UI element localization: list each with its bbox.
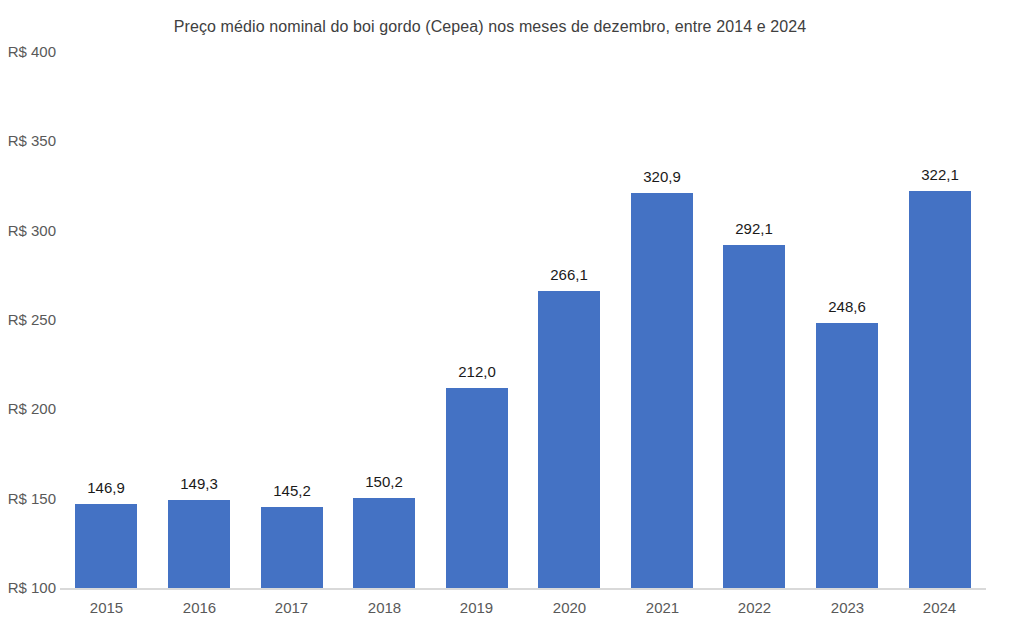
bar-2024 bbox=[909, 191, 971, 588]
y-tick-label: R$ 150 bbox=[0, 490, 56, 508]
bar-value-label: 320,9 bbox=[617, 168, 707, 186]
x-axis-line bbox=[60, 588, 986, 590]
bar-value-label: 145,2 bbox=[247, 482, 337, 500]
bar-value-label: 266,1 bbox=[524, 266, 614, 284]
bar-chart: Preço médio nominal do boi gordo (Cepea)… bbox=[0, 0, 1011, 631]
x-tick-label: 2023 bbox=[801, 599, 894, 617]
bar-value-label: 248,6 bbox=[802, 298, 892, 316]
y-tick-label: R$ 300 bbox=[0, 222, 56, 240]
bar-2017 bbox=[261, 507, 323, 588]
chart-title: Preço médio nominal do boi gordo (Cepea)… bbox=[0, 18, 980, 36]
bar-value-label: 149,3 bbox=[154, 475, 244, 493]
bar-2019 bbox=[446, 388, 508, 588]
bar-2016 bbox=[168, 500, 230, 588]
bar-value-label: 212,0 bbox=[432, 363, 522, 381]
y-tick-label: R$ 350 bbox=[0, 132, 56, 150]
x-tick-label: 2017 bbox=[245, 599, 338, 617]
x-tick-label: 2022 bbox=[708, 599, 801, 617]
x-tick-label: 2019 bbox=[430, 599, 523, 617]
x-tick-label: 2016 bbox=[153, 599, 246, 617]
x-tick-label: 2015 bbox=[60, 599, 153, 617]
bar-2023 bbox=[816, 323, 878, 588]
y-tick-label: R$ 400 bbox=[0, 43, 56, 61]
bar-value-label: 322,1 bbox=[895, 166, 985, 184]
bar-2015 bbox=[75, 504, 137, 588]
x-tick-label: 2021 bbox=[616, 599, 709, 617]
bar-value-label: 150,2 bbox=[339, 473, 429, 491]
bar-2021 bbox=[631, 193, 693, 588]
x-tick-label: 2018 bbox=[338, 599, 431, 617]
y-tick-label: R$ 250 bbox=[0, 311, 56, 329]
bar-2018 bbox=[353, 498, 415, 588]
y-tick-label: R$ 200 bbox=[0, 400, 56, 418]
bar-value-label: 146,9 bbox=[61, 479, 151, 497]
bar-value-label: 292,1 bbox=[709, 220, 799, 238]
x-tick-label: 2020 bbox=[523, 599, 616, 617]
bar-2020 bbox=[538, 291, 600, 588]
bar-2022 bbox=[723, 245, 785, 588]
x-tick-label: 2024 bbox=[893, 599, 986, 617]
y-tick-label: R$ 100 bbox=[0, 579, 56, 597]
